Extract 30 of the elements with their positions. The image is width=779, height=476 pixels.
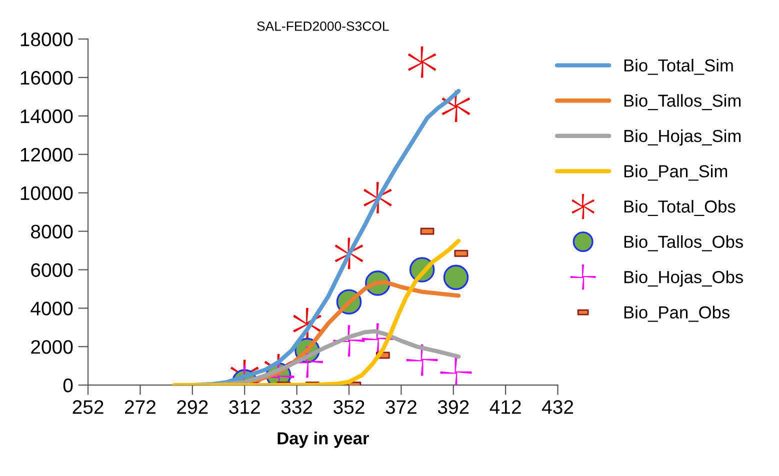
legend-label: Bio_Tallos_Sim	[624, 94, 741, 110]
y-tick-label: 4000	[30, 302, 73, 316]
legend-label: Bio_Hojas_Obs	[624, 270, 744, 287]
x-tick-label: 312	[229, 400, 260, 414]
y-tick-label: 12000	[20, 148, 73, 162]
x-axis-title: Day in year	[278, 432, 369, 448]
chart-title: SAL-FED2000-S3COL	[257, 21, 389, 31]
x-tick-label: 272	[124, 400, 156, 414]
legend-label: Bio_Tallos_Obs	[624, 235, 743, 252]
x-tick-label: 252	[72, 400, 104, 414]
legend-label: Bio_Total_Sim	[624, 58, 733, 75]
y-tick-label: 10000	[20, 186, 73, 200]
x-tick-label: 412	[490, 400, 521, 414]
x-tick-label: 292	[177, 400, 208, 414]
y-tick-label: 0	[63, 378, 73, 392]
y-tick-label: 8000	[31, 224, 73, 239]
x-tick-label: 372	[386, 400, 416, 414]
y-tick-label: 18000	[20, 32, 73, 46]
y-tick-label: 16000	[20, 70, 73, 85]
x-tick-label: 352	[334, 400, 364, 414]
y-tick-label: 2000	[31, 340, 73, 354]
x-tick-label: 392	[438, 400, 469, 414]
legend-label: Bio_Pan_Sim	[624, 164, 728, 181]
x-tick-label: 332	[281, 400, 312, 414]
x-tick-label: 432	[542, 400, 574, 414]
legend-label: Bio_Hojas_Sim	[624, 129, 741, 146]
legend-label: Bio_Total_Obs	[624, 200, 736, 216]
y-tick-label: 14000	[20, 109, 73, 124]
y-tick-label: 6000	[31, 263, 73, 277]
legend-label: Bio_Pan_Obs	[624, 306, 730, 322]
